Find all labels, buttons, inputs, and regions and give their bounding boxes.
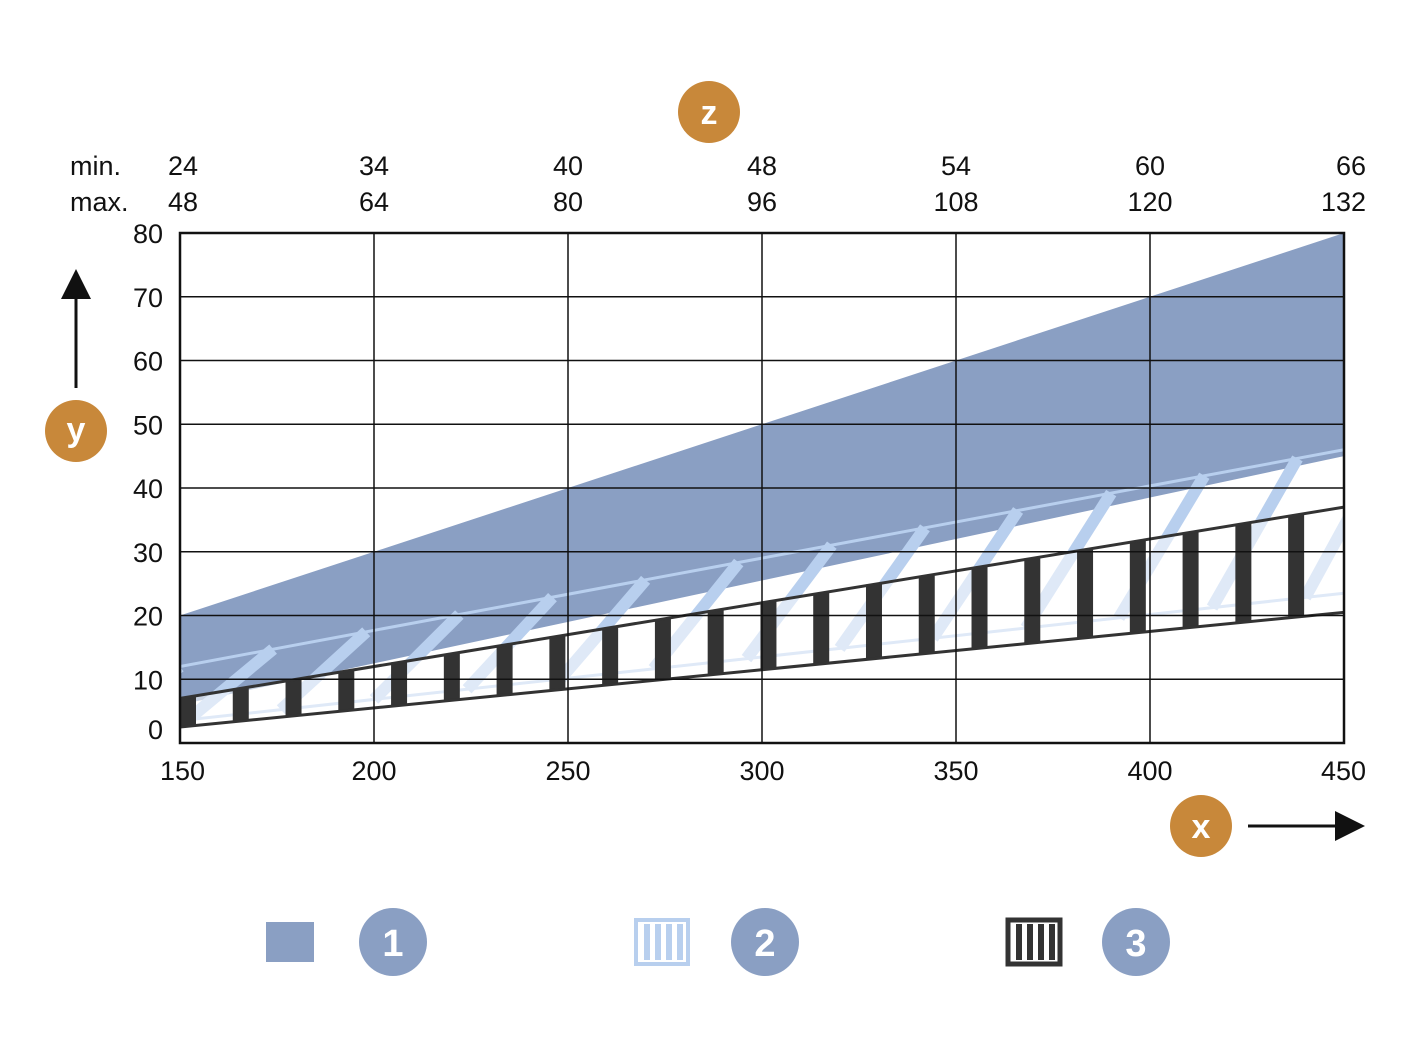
band-3-bar — [1288, 514, 1305, 618]
x-tick-labels: 150 200 250 300 350 400 450 — [160, 756, 1366, 786]
band-3-bar — [707, 610, 724, 675]
x-tick-label: 200 — [351, 756, 396, 786]
band-3-bar — [1235, 523, 1252, 623]
legend-swatch-stripe — [1016, 924, 1022, 960]
x-axis-indicator: x — [1170, 795, 1365, 857]
plot-area: 0 10 20 30 40 50 60 70 80 150 200 250 300 350 400 450 — [133, 219, 1418, 786]
x-tick-label: 400 — [1127, 756, 1172, 786]
band-3-bar — [496, 645, 513, 696]
z-max-values: 48 64 80 96 108 120 132 — [168, 187, 1366, 217]
legend-swatch-stripe — [1027, 924, 1033, 960]
z-max-value: 120 — [1127, 187, 1172, 217]
legend-item-3: 3 — [1005, 908, 1170, 976]
y-tick-label: 50 — [133, 410, 163, 440]
y-tick-labels: 0 10 20 30 40 50 60 70 80 — [133, 219, 163, 745]
grid — [178, 231, 1346, 745]
z-max-value: 108 — [933, 187, 978, 217]
legend-number-badge — [1102, 908, 1170, 976]
y-tick-label: 10 — [133, 665, 163, 695]
band-3-bar — [1077, 549, 1094, 638]
z-min-row-label: min. — [70, 151, 121, 181]
z-max-value: 80 — [553, 187, 583, 217]
y-axis-indicator: y — [45, 269, 107, 462]
y-tick-label: 80 — [133, 219, 163, 249]
band-3-bar — [654, 619, 671, 680]
legend-swatch-stripe — [677, 924, 683, 960]
legend-swatch-solid — [266, 922, 314, 962]
z-min-values: 24 34 40 48 54 60 66 — [168, 151, 1366, 181]
x-tick-label: 350 — [933, 756, 978, 786]
x-badge-circle — [1170, 795, 1232, 857]
band-3-bar — [549, 636, 566, 690]
z-scale: min. max. 24 34 40 48 54 60 66 48 64 80 96 108 120 1… — [70, 151, 1366, 217]
band-3-bar — [338, 671, 355, 711]
z-min-value: 40 — [553, 151, 583, 181]
band-3-bar — [865, 584, 882, 659]
band-3-bar — [232, 688, 249, 722]
x-tick-label: 450 — [1321, 756, 1366, 786]
x-badge-label: x — [1192, 808, 1211, 846]
z-min-value: 24 — [168, 151, 198, 181]
z-max-value: 64 — [359, 187, 389, 217]
z-max-row-label: max. — [70, 187, 129, 217]
band-3-bar — [918, 575, 935, 654]
band-3-bar — [443, 653, 460, 701]
y-tick-label: 20 — [133, 602, 163, 632]
z-badge-circle — [678, 81, 740, 143]
legend-swatch-stripe — [644, 924, 650, 960]
legend-item-2: 2 — [634, 908, 799, 976]
legend-number-badge — [359, 908, 427, 976]
bands — [180, 233, 1418, 729]
z-min-value: 66 — [1336, 151, 1366, 181]
legend: 1 2 3 — [266, 908, 1170, 976]
plot-frame — [178, 231, 1346, 745]
z-min-value: 48 — [747, 151, 777, 181]
legend-number-badge — [731, 908, 799, 976]
z-badge-label: z — [701, 94, 718, 132]
band-3-bar — [180, 697, 196, 727]
band-3-bar — [971, 567, 988, 649]
z-min-value: 34 — [359, 151, 389, 181]
y-tick-label: 60 — [133, 347, 163, 377]
band-3-bar — [1024, 558, 1041, 644]
x-tick-label: 150 — [160, 756, 205, 786]
legend-swatch-stripe — [655, 924, 661, 960]
y-badge-circle — [45, 400, 107, 462]
band-3-bar — [760, 601, 777, 670]
y-tick-label: 0 — [148, 715, 163, 745]
legend-swatch-stripe — [1049, 924, 1055, 960]
legend-number-label: 2 — [754, 923, 775, 965]
band-3-bar — [813, 593, 830, 664]
z-max-value: 132 — [1321, 187, 1366, 217]
z-max-value: 48 — [168, 187, 198, 217]
z-axis-badge: z — [678, 81, 740, 143]
legend-number-label: 1 — [382, 923, 403, 965]
band-3-bar — [285, 679, 302, 716]
y-tick-label: 40 — [133, 474, 163, 504]
z-max-value: 96 — [747, 187, 777, 217]
x-tick-label: 300 — [739, 756, 784, 786]
band-3-bar — [391, 662, 408, 706]
y-tick-label: 30 — [133, 538, 163, 568]
x-tick-label: 250 — [545, 756, 590, 786]
z-min-value: 60 — [1135, 151, 1165, 181]
y-badge-label: y — [67, 411, 86, 449]
legend-swatch-stripe — [1038, 924, 1044, 960]
legend-swatch-stripe — [666, 924, 672, 960]
z-min-value: 54 — [941, 151, 971, 181]
y-tick-label: 70 — [133, 283, 163, 313]
band-2-stripe — [1398, 424, 1418, 587]
band-3-bar — [1182, 532, 1199, 628]
legend-item-1: 1 — [266, 908, 427, 976]
band-3-bar — [602, 627, 619, 685]
legend-number-label: 3 — [1125, 923, 1146, 965]
band-3-bar — [1129, 541, 1146, 633]
